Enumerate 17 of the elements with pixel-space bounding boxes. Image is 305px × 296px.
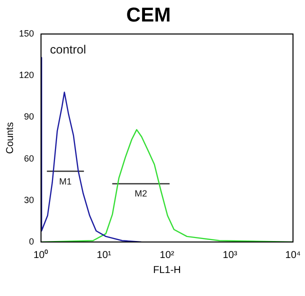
x-tick-label: 10² [160, 250, 175, 261]
y-tick-label: 150 [18, 28, 34, 38]
chart-title: CEM [126, 4, 171, 27]
x-tick-label: 10³ [222, 250, 238, 261]
y-tick-label: 0 [29, 236, 34, 246]
y-axis-title: Counts [4, 122, 16, 154]
annotation: M2 [134, 188, 148, 199]
annotation: control [50, 42, 86, 56]
x-tick-label: 10⁴ [285, 250, 301, 261]
x-tick-label: 10¹ [96, 250, 112, 261]
x-tick-label: 10⁰ [33, 248, 49, 261]
y-tick-label: 90 [24, 112, 34, 122]
x-axis-title: FL1-H [153, 264, 181, 276]
annotation: M1 [59, 176, 72, 186]
y-tick-label: 120 [18, 70, 34, 80]
y-tick-label: 60 [24, 153, 34, 164]
y-tick-label: 30 [24, 194, 34, 205]
